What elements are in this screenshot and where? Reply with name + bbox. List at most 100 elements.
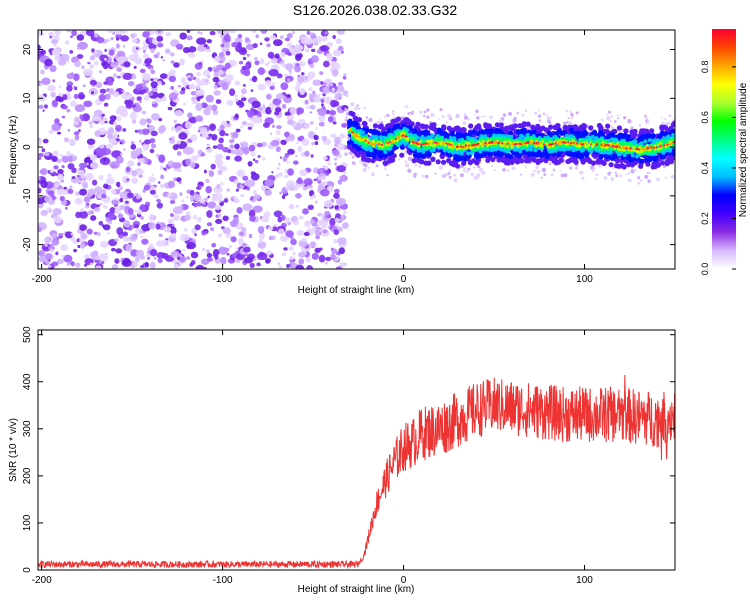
noise-blob [266, 93, 272, 100]
noise-blob [197, 149, 203, 155]
signal-halo-dot [568, 121, 573, 126]
signal-mark [469, 150, 474, 155]
noise-blob [186, 245, 191, 249]
noise-blob [288, 133, 295, 142]
noise-blob [128, 208, 134, 215]
noise-blob [194, 224, 201, 231]
signal-halo-dot [398, 158, 401, 161]
noise-blob [235, 128, 241, 133]
signal-mark [519, 128, 525, 134]
noise-blob [122, 128, 127, 132]
noise-blob [296, 177, 303, 185]
noise-blob [341, 122, 348, 128]
noise-blob [79, 188, 88, 196]
signal-halo-dot [502, 113, 507, 117]
noise-blob [197, 130, 201, 133]
signal-halo-dot [511, 166, 516, 171]
noise-blob [330, 133, 337, 139]
noise-blob [298, 251, 306, 258]
signal-mark [382, 160, 388, 166]
signal-mark [500, 157, 506, 163]
noise-blob [51, 99, 59, 108]
noise-blob [47, 84, 56, 92]
spectrogram-signal-region [344, 93, 675, 185]
noise-blob [184, 228, 188, 232]
signal-mark [418, 153, 424, 159]
noise-blob [115, 248, 123, 254]
noise-blob [44, 58, 53, 67]
noise-blob [309, 63, 315, 68]
signal-mark [498, 129, 504, 135]
noise-blob [197, 82, 203, 87]
noise-blob [234, 179, 239, 185]
noise-blob [99, 70, 102, 73]
noise-blob [247, 126, 252, 130]
noise-blob [241, 120, 248, 126]
noise-blob [120, 89, 125, 93]
signal-mark [659, 126, 665, 132]
noise-blob [295, 141, 299, 144]
noise-blob [169, 52, 175, 57]
noise-blob [319, 168, 324, 173]
signal-halo-dot [349, 151, 353, 156]
noise-blob [87, 239, 95, 247]
signal-halo-dot [392, 112, 395, 115]
noise-blob [333, 239, 338, 244]
noise-blob [149, 189, 156, 195]
signal-halo-dot [627, 178, 632, 183]
signal-mark [360, 154, 366, 160]
signal-halo-dot [491, 165, 494, 167]
signal-halo-dot [562, 121, 567, 126]
noise-blob [38, 104, 44, 109]
signal-halo-dot [467, 118, 470, 121]
signal-halo-dot [426, 108, 430, 112]
noise-blob [40, 49, 46, 55]
signal-mark [488, 129, 494, 134]
signal-mark [390, 118, 396, 125]
noise-blob [99, 203, 103, 206]
noise-blob [41, 148, 46, 153]
noise-blob [270, 235, 276, 241]
noise-blob [60, 244, 69, 251]
noise-blob [228, 30, 236, 34]
noise-blob [280, 52, 286, 58]
noise-blob [125, 243, 133, 252]
signal-halo-dot [463, 167, 467, 170]
signal-halo-dot [419, 110, 423, 114]
signal-halo-dot [383, 115, 386, 118]
noise-blob [301, 138, 310, 146]
noise-blob [311, 48, 316, 53]
signal-halo-dot [470, 172, 474, 176]
noise-blob [288, 46, 295, 53]
noise-blob [61, 155, 70, 163]
noise-blob [264, 179, 275, 187]
noise-blob [277, 172, 283, 177]
noise-blob [214, 55, 221, 63]
signal-halo-dot [665, 121, 671, 126]
signal-halo-dot [462, 121, 467, 125]
signal-halo-dot [570, 116, 574, 120]
noise-blob [324, 156, 328, 160]
noise-blob [146, 124, 150, 128]
noise-blob [216, 143, 224, 150]
noise-blob [323, 200, 334, 208]
noise-blob [90, 215, 97, 221]
signal-mark [573, 159, 579, 165]
noise-blob [248, 233, 253, 239]
noise-blob [214, 204, 222, 211]
signal-mark [668, 158, 675, 164]
signal-halo-dot [476, 116, 480, 120]
noise-blob [283, 247, 288, 251]
noise-blob [257, 155, 261, 158]
noise-blob [48, 31, 55, 37]
noise-blob [141, 45, 148, 51]
noise-blob [135, 195, 141, 200]
signal-halo-dot [548, 162, 552, 165]
noise-blob [309, 111, 313, 114]
noise-blob [337, 143, 345, 151]
noise-blob [180, 205, 184, 208]
noise-blob [79, 237, 84, 243]
noise-blob [335, 266, 343, 269]
noise-blob [262, 104, 266, 108]
noise-blob [79, 242, 86, 249]
